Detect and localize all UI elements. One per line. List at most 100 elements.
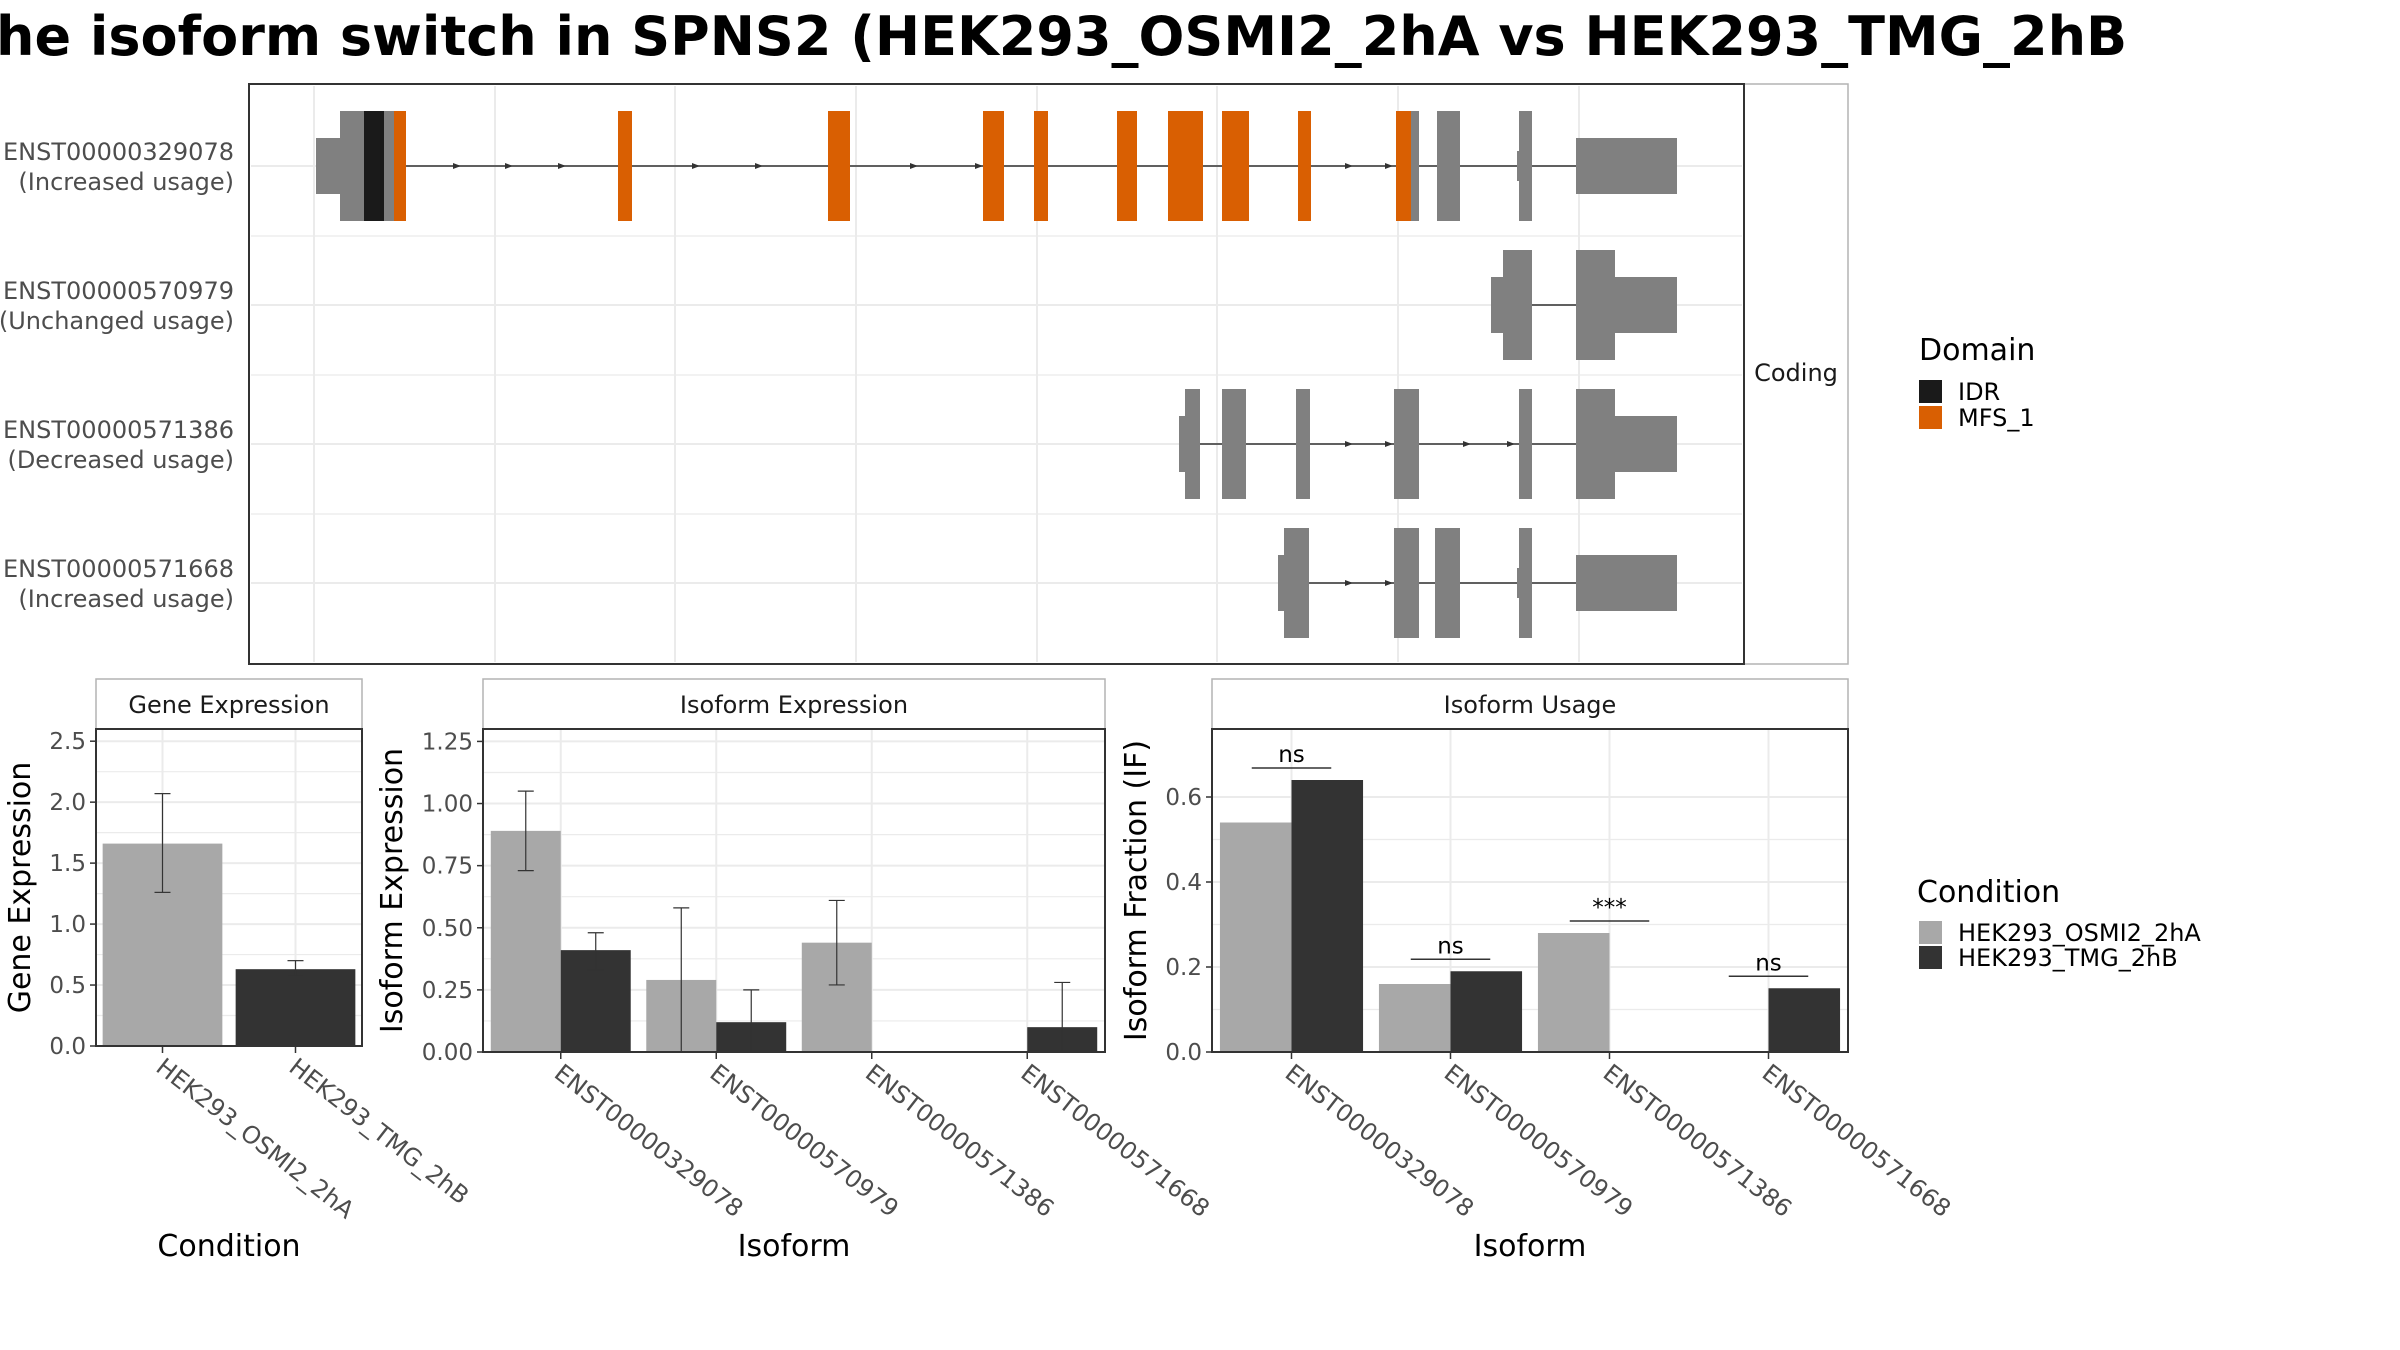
y-tick-label: 0.0 [49,1034,86,1060]
legend-label-cond-a: HEK293_OSMI2_2hA [1958,919,2201,947]
exon-mfs-domain [1034,111,1048,221]
exon-block [1576,389,1615,499]
intron-direction-arrow [692,163,700,169]
exon-block [1519,389,1532,499]
exon-block [1519,528,1532,638]
panel-border [1211,728,1849,1053]
y-tick-label: 1.0 [49,912,86,938]
y-tick-label: 0.6 [1165,785,1202,811]
exon-block [1435,528,1460,638]
exon-block [1179,416,1188,472]
bar-condition-a [1219,822,1292,1052]
structure-panel-border [248,83,1745,665]
intron-direction-arrow [1385,580,1393,586]
y-tick-label: 0.25 [422,978,473,1004]
exon-block [1491,277,1505,333]
exon-mfs-domain [983,111,1004,221]
intron-direction-arrow [975,163,983,169]
intron-direction-arrow [1345,441,1353,447]
y-tick-label: 0.00 [422,1040,473,1066]
y-tick-label: 0.4 [1165,870,1202,896]
isoform-expression-panel: Isoform Expression 0.00 0.25 0.50 0.75 1.00 1.… [375,678,1215,1264]
exon-mfs-domain [394,111,406,221]
legend-swatch-mfs [1919,406,1942,429]
bar-condition-b [1450,971,1523,1052]
exon-block [1284,528,1309,638]
transcript-label: ENST00000329078 [3,138,234,166]
exon-mfs-domain [1117,111,1137,221]
x-axis-title: Condition [157,1229,300,1264]
legend-label-mfs: MFS_1 [1958,404,2035,432]
exon-idr-domain [364,111,384,221]
legend-swatch-idr [1919,380,1942,403]
legend-label-idr: IDR [1958,378,2000,406]
exon-mfs-domain [1168,111,1203,221]
exon-block [1394,528,1419,638]
figure-title: he isoform switch in SPNS2 (HEK293_OSMI2… [0,5,2127,68]
panel-border [482,728,1106,1053]
x-axis-title: Isoform [738,1229,851,1264]
exon-block [1576,250,1615,360]
y-tick-label: 0.75 [422,854,473,880]
transcript-usage-label: (Increased usage) [18,168,234,196]
y-axis-title: Isoform Fraction (IF) [1119,740,1154,1041]
exon-mfs-domain [618,111,632,221]
isoform-usage-panel: Isoform Usage0.00.20.40.6nsns***nsENST00… [1119,678,1956,1264]
intron-direction-arrow [1507,441,1515,447]
y-tick-label: 0.2 [1165,955,1202,981]
exon-block [340,111,365,221]
intron-direction-arrow [1345,580,1353,586]
bar-condition-a [1537,933,1610,1052]
intron-direction-arrow [453,163,461,169]
exon-mfs-domain [828,111,850,221]
intron-direction-arrow [755,163,763,169]
x-axis-title: Isoform [1474,1229,1587,1264]
bar-condition-b [1291,780,1364,1052]
exon-mfs-domain [1396,111,1411,221]
transcript-usage-label: (Unchanged usage) [0,307,234,335]
condition-legend-title: Condition [1917,875,2060,910]
y-tick-label: 0.0 [1165,1040,1202,1066]
panel-strip-label: Isoform Expression [680,691,908,719]
exon-block [1503,250,1532,360]
y-tick-label: 2.0 [49,790,86,816]
condition-legend: Condition HEK293_OSMI2_2hA HEK293_TMG_2h… [1917,875,2201,972]
y-tick-label: 1.5 [49,851,86,877]
domain-legend: Domain IDR MFS_1 [1919,333,2035,432]
y-axis-title: Isoform Expression [375,748,410,1033]
exon-block [1613,277,1677,333]
panel-strip [95,678,363,730]
structure-strip-label: Coding [1754,359,1838,387]
transcript-usage-label: (Decreased usage) [7,446,234,474]
panel-strip-label: Isoform Usage [1444,691,1617,719]
y-tick-label: 1.00 [422,792,473,818]
exon-block [1222,389,1246,499]
transcript-label: ENST00000571386 [3,416,234,444]
bar-condition-a [1378,984,1451,1052]
legend-swatch-cond-b [1919,946,1942,969]
exon-block [1576,138,1677,194]
significance-label: ns [1755,950,1782,976]
significance-label: ns [1437,933,1464,959]
exon-block [1394,389,1419,499]
y-tick-label: 1.25 [422,729,473,755]
legend-swatch-cond-a [1919,921,1942,944]
intron-direction-arrow [1385,163,1393,169]
exon-block [316,138,342,194]
intron-direction-arrow [1345,163,1353,169]
legend-label-cond-b: HEK293_TMG_2hB [1958,944,2178,972]
panel-border [95,728,363,1047]
transcript-label: ENST00000570979 [3,277,234,305]
exon-block [1437,111,1460,221]
exon-mfs-domain [1222,111,1249,221]
intron-direction-arrow [910,163,918,169]
exon-block [1411,111,1419,221]
exon-block [1613,416,1677,472]
bar-condition-b [235,969,356,1046]
exon-block [1576,555,1677,611]
y-tick-label: 2.5 [49,729,86,755]
intron-direction-arrow [558,163,566,169]
transcript-label: ENST00000571668 [3,555,234,583]
exon-block [384,111,394,221]
